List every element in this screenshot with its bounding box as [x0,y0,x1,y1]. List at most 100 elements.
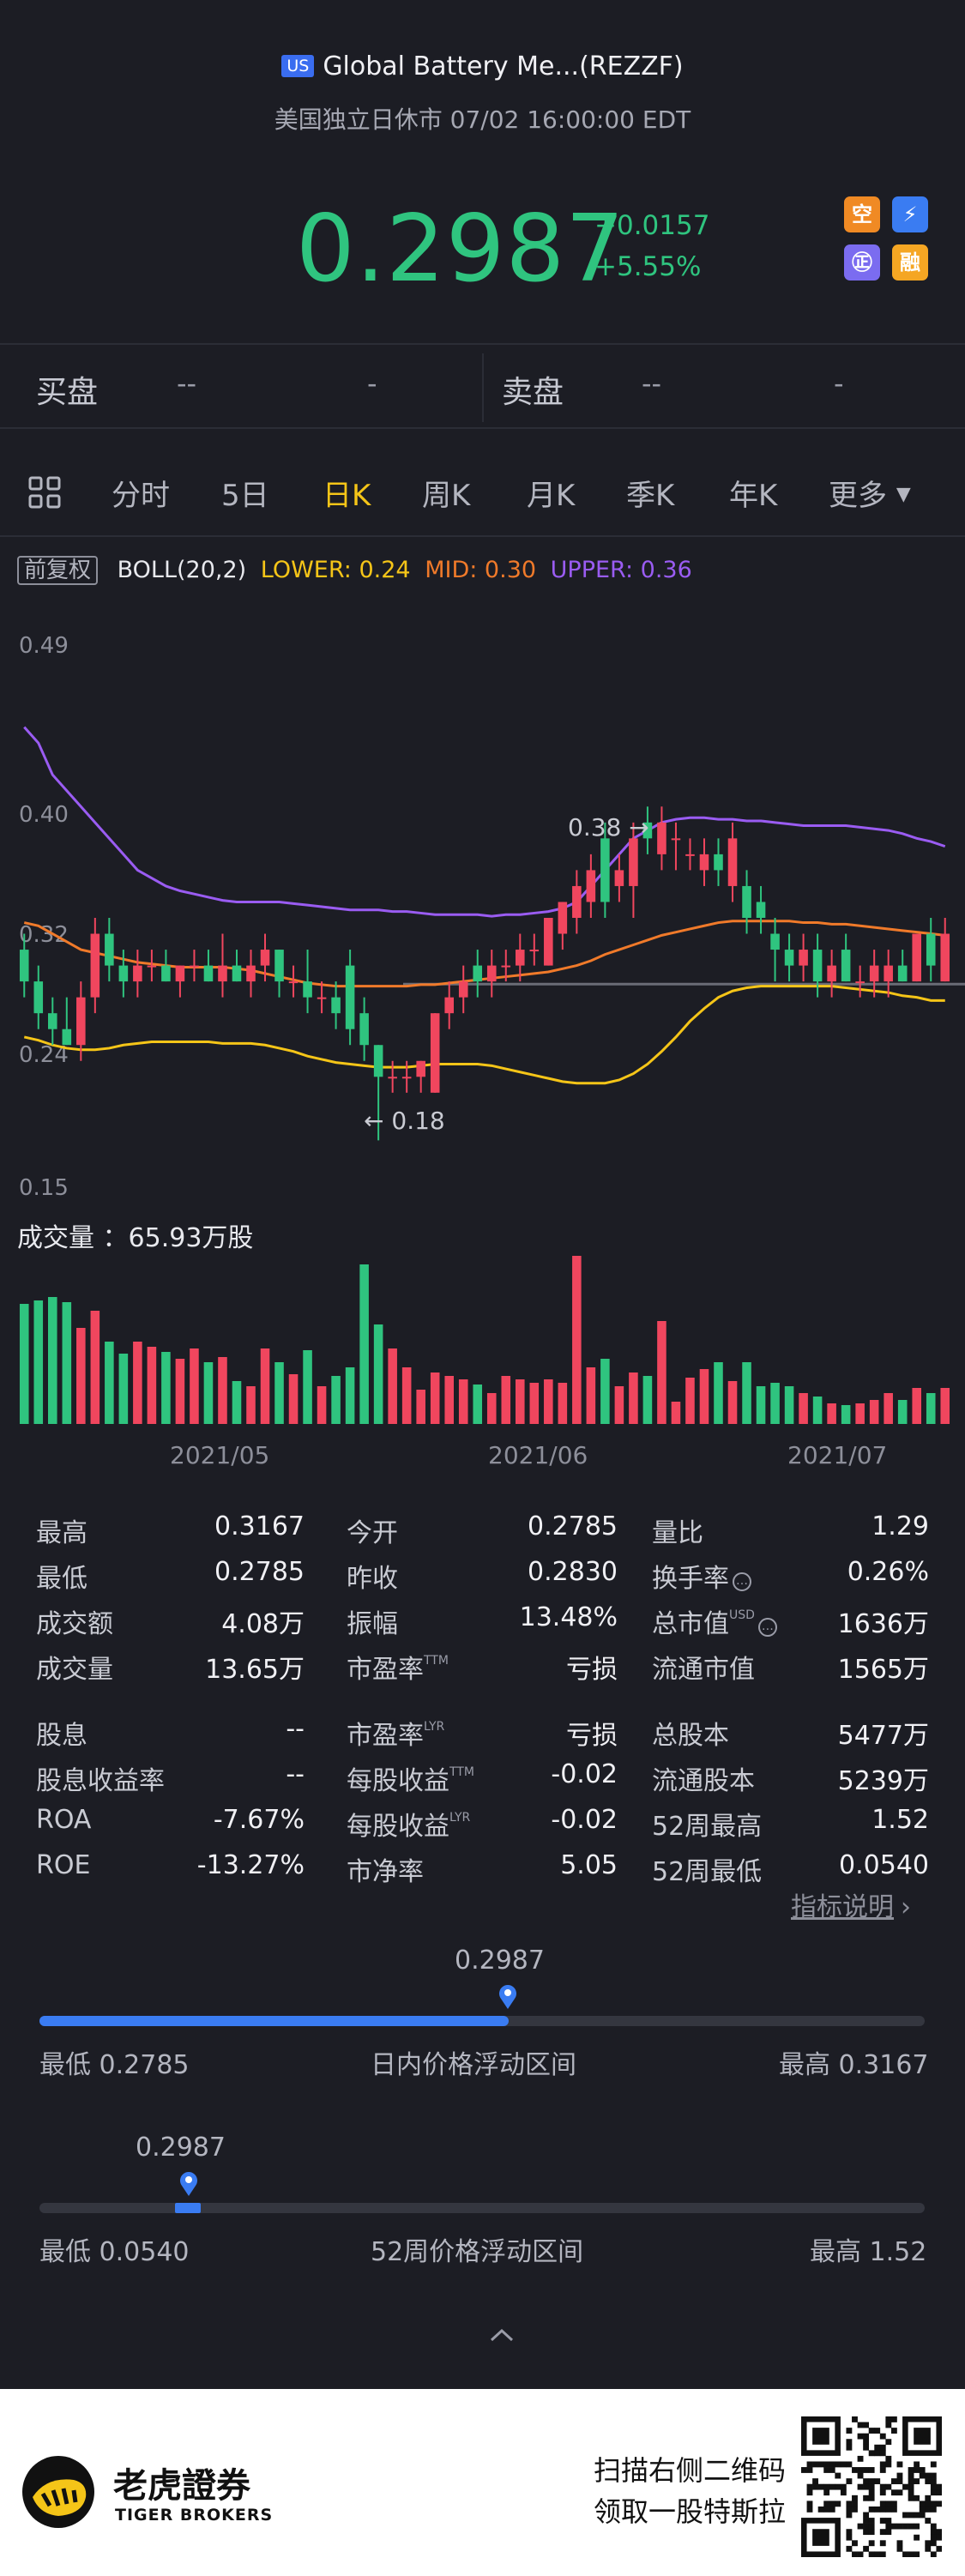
candle-body [516,950,525,966]
candle-body [373,1045,383,1077]
stat-label-text: 52周最高 [652,1812,763,1842]
tab-more[interactable]: 更多 ▼ [829,472,911,514]
stat-label: 振幅 [347,1602,398,1640]
stat-value: 13.48% [519,1602,618,1632]
price-change: +0.0157 [594,210,710,241]
candle-body [770,933,780,950]
candle [274,950,284,998]
candle [90,918,100,1014]
candle-body [897,965,908,982]
tab-monthly-k[interactable]: 月K [527,479,576,513]
volume-bar [473,1385,483,1424]
volume-label: 成交量 ：65.93万股 [17,1216,253,1254]
y-tick-2: 0.32 [19,922,69,948]
stat-label: 换手率… [652,1557,751,1595]
chevron-right-icon: › [901,1892,911,1922]
candlestick-chart[interactable] [0,600,965,1201]
candle-body [827,965,836,982]
stat-label: 流通市值 [652,1648,755,1686]
volume-bar [388,1348,397,1424]
candle [373,1045,383,1141]
volume-bar [884,1393,893,1424]
lightning-icon[interactable]: ⚡ [892,196,928,232]
brand-name-cn: 老虎證券 [113,2466,250,2506]
stat-label: 市盈率TTM [347,1648,449,1686]
volume-bar [657,1321,666,1424]
indicator-explain-link[interactable]: 指标说明 › [791,1885,911,1923]
tab-daily-k[interactable]: 日K [323,479,371,513]
candle [303,950,312,1014]
chevron-up-icon[interactable] [489,2326,515,2344]
boll-upper-line [23,726,946,918]
candle-body [359,1013,369,1046]
indicator-explain-label: 指标说明 [791,1892,894,1922]
stat-value: -- [286,1714,305,1744]
tab-5day[interactable]: 5日 [221,479,269,513]
volume-bar [614,1386,624,1424]
candle [727,822,738,902]
volume-chart[interactable] [0,1252,965,1433]
day-range-current: 0.2987 [455,1946,545,1976]
candle [118,950,129,998]
candle [288,965,299,998]
candle-body [855,981,865,984]
volume-bar [288,1374,299,1424]
volume-bar [586,1367,596,1424]
adjust-button[interactable]: 前复权 [17,556,99,585]
volume-bar [19,1304,29,1424]
candle-body [260,950,270,966]
candle-body [473,965,483,982]
tab-quarterly-k[interactable]: 季K [626,479,675,513]
info-icon[interactable]: … [757,1618,777,1637]
candle-body [926,933,936,966]
candle [912,933,921,982]
candle [529,933,540,966]
arrow-right-icon: → [621,813,649,842]
qr-code-icon[interactable] [801,2416,942,2557]
market-status: 美国独立日休市 07/02 16:00:00 EDT [274,106,691,134]
candle-body [317,997,327,999]
volume-bar [331,1376,341,1424]
stat-value: 0.2785 [528,1511,618,1541]
tab-weekly-k[interactable]: 周K [422,479,471,513]
candle [940,918,950,982]
us-market-badge: US [281,55,315,77]
stat-label: 成交额 [36,1602,113,1640]
volume-bar [161,1352,171,1424]
stat-label-text: 最低 [36,1564,87,1594]
bid-label: 买盘 [36,375,99,410]
stat-value: 亏损 [566,1655,618,1685]
candle-body [33,981,44,1014]
candle [175,965,185,998]
candle [345,950,355,1046]
stat-label: 最低 [36,1557,87,1595]
candle-body [486,965,497,982]
grid-icon[interactable] [27,475,62,517]
short-icon[interactable]: 空 [844,196,880,232]
candle-body [430,1013,440,1093]
volume-bar [232,1381,242,1424]
stat-label: 市净率 [347,1850,424,1888]
tab-yearly-k[interactable]: 年K [729,479,778,513]
candle-body [501,965,511,968]
candle-body [416,1060,425,1077]
stat-label-text: 市净率 [347,1857,424,1887]
volume-bar [714,1362,723,1424]
candle-body [345,965,355,1029]
high-annotation: 0.38 → [568,813,649,842]
candle [897,950,908,982]
candle [218,933,227,998]
candle [473,950,483,998]
info-icon[interactable]: … [733,1572,751,1591]
candle [416,1060,425,1093]
ai-icon[interactable]: ㊣ [844,244,880,281]
volume-bar [940,1388,950,1424]
volume-bar [373,1324,383,1424]
candle-body [742,885,751,918]
x-tick-0: 2021/05 [170,1441,270,1469]
margin-icon[interactable]: 融 [892,244,928,281]
volume-bar [600,1359,610,1424]
stat-value: 1565万 [837,1655,929,1685]
candle-body [62,1029,72,1046]
tab-intraday[interactable]: 分时 [112,479,170,513]
